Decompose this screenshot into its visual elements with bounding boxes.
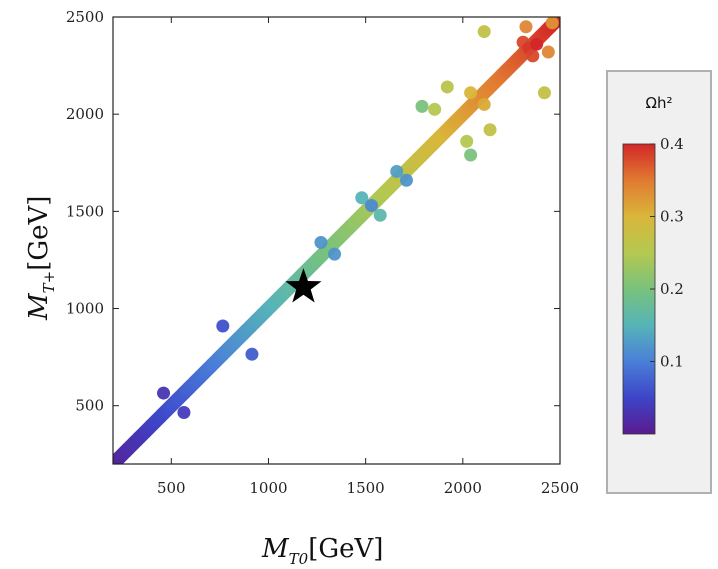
scatter-point — [526, 49, 540, 63]
star-marker — [285, 268, 322, 303]
colorbar-tick-label: 0.3 — [660, 208, 684, 226]
x-tick-label: 1500 — [347, 479, 385, 497]
y-tick-label: 1500 — [66, 202, 104, 220]
scatter-point — [399, 173, 413, 187]
colorbar-tick-label: 0.2 — [660, 280, 684, 298]
y-tick-label: 2000 — [66, 105, 104, 123]
scatter-point — [545, 17, 559, 30]
scatter-point — [530, 37, 544, 51]
data-points — [157, 17, 559, 419]
scatter-point — [519, 20, 533, 34]
y-tick-label: 500 — [75, 397, 104, 415]
scatter-point — [477, 97, 491, 111]
scatter-point — [373, 208, 387, 222]
colorbar-scale — [622, 143, 656, 435]
colorbar-legend: Ωh² 0.1 0.2 0.3 0.4 — [606, 70, 712, 494]
colorbar-tick-label: 0.4 — [660, 135, 684, 153]
scatter-point — [440, 80, 454, 94]
scatter-point — [483, 123, 497, 137]
x-tick-label: 1000 — [249, 479, 287, 497]
x-tick-label: 2500 — [541, 479, 579, 497]
star-marker-layer — [285, 268, 322, 303]
scatter-point — [477, 25, 491, 39]
data-band — [113, 17, 560, 464]
plot-frame — [112, 16, 561, 465]
scatter-point — [415, 99, 429, 113]
y-axis-ticks: 500 1000 1500 2000 2500 — [66, 8, 560, 415]
x-axis-title: MT0[GeV] — [261, 534, 383, 568]
scatter-point — [355, 191, 369, 205]
scatter-point — [464, 86, 478, 100]
scatter-point — [464, 148, 478, 162]
scatter-point — [364, 199, 378, 213]
scatter-point — [314, 235, 328, 249]
colorbar: 0.1 0.2 0.3 0.4 — [622, 135, 684, 435]
scatter-point — [428, 102, 442, 116]
scatter-point — [541, 45, 555, 59]
scatter-point — [390, 165, 404, 179]
colorbar-tick-label: 0.1 — [660, 353, 684, 371]
x-axis-ticks: 500 1000 1500 2000 2500 — [157, 17, 579, 497]
x-tick-label: 2000 — [444, 479, 482, 497]
scatter-point — [216, 319, 230, 333]
colorbar-title: Ωh² — [645, 94, 673, 112]
scatter-point — [177, 405, 191, 419]
scatter-point — [460, 134, 474, 148]
scatter-point — [245, 347, 259, 361]
y-tick-label: 2500 — [66, 8, 104, 26]
x-tick-label: 500 — [157, 479, 186, 497]
y-tick-label: 1000 — [66, 300, 104, 318]
colorbar-ticks: 0.1 0.2 0.3 0.4 — [650, 135, 684, 371]
scatter-point — [157, 386, 171, 400]
y-axis-title: MT+[GeV] — [24, 196, 58, 321]
scatter-point — [328, 247, 342, 261]
scatter-point — [537, 86, 551, 100]
